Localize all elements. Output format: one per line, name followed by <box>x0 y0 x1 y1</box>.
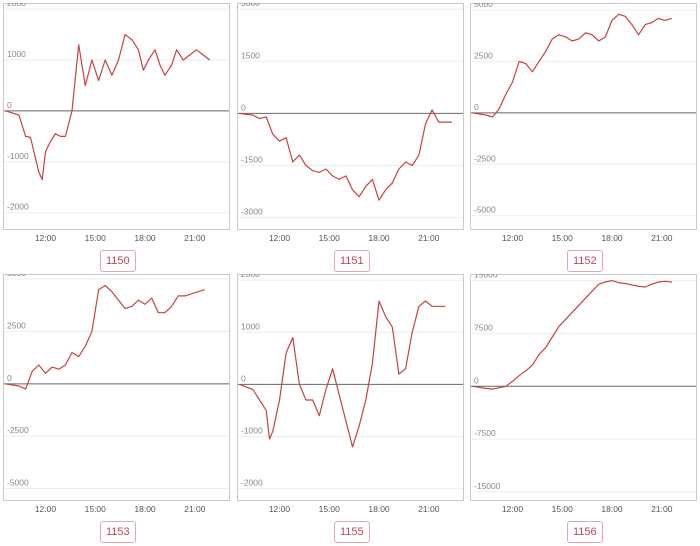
y-tick-label: 15000 <box>474 274 498 280</box>
chart-panel-1155: 2000 1000 0 -1000 -2000 12:00 15:00 18:00 21:00 1… <box>237 274 470 546</box>
x-tick-label: 21:00 <box>184 233 206 243</box>
series-line <box>239 109 452 201</box>
chart-label-badge[interactable]: 1151 <box>334 250 370 272</box>
x-tick-label: 21:00 <box>418 504 440 514</box>
chart-panel-1152: 5000 2500 0 -2500 -5000 12:00 15:00 18:00 21:00 1… <box>470 3 700 275</box>
x-tick-label: 21:00 <box>418 233 440 243</box>
chart-label-badge[interactable]: 1156 <box>567 521 603 543</box>
y-tick-label: -1500 <box>241 154 263 164</box>
x-tick-label: 12:00 <box>35 504 57 514</box>
x-tick-label: 15:00 <box>85 233 107 243</box>
y-tick-label: 7500 <box>474 322 493 332</box>
x-tick-label: 21:00 <box>184 504 206 514</box>
x-tick-label: 15:00 <box>319 504 341 514</box>
chart-svg: 5000 2500 0 -2500 -5000 12:00 15:00 18:00 21:00 <box>470 3 697 243</box>
x-tick-label: 12:00 <box>502 504 524 514</box>
x-tick-label: 15:00 <box>85 504 107 514</box>
y-tick-label: 5000 <box>7 274 26 278</box>
x-tick-label: 12:00 <box>269 233 291 243</box>
plot-frame <box>237 3 464 230</box>
series-line <box>5 284 205 390</box>
chart-panel-1150: 2000 1000 0 -1000 -2000 12:00 15:00 18:00 21:00 1… <box>3 3 236 275</box>
chart-label-badge[interactable]: 1150 <box>100 250 136 272</box>
chart-label-badge[interactable]: 1155 <box>334 521 370 543</box>
chart-label-badge[interactable]: 1153 <box>100 521 136 543</box>
plot-frame <box>3 274 230 501</box>
y-tick-label: -2500 <box>474 153 496 163</box>
series-line <box>472 279 672 390</box>
chart-svg: 3000 1500 0 -1500 -3000 12:00 15:00 18:00 21:00 <box>237 3 464 243</box>
y-tick-label: 0 <box>241 102 246 112</box>
x-tick-label: 12:00 <box>269 504 291 514</box>
y-tick-label: 3000 <box>241 3 260 8</box>
y-tick-label: -1000 <box>7 151 29 161</box>
chart-svg: 15000 7500 0 -7500 -15000 12:00 15:00 18:00 21:0… <box>470 274 697 514</box>
plot-frame <box>470 3 697 230</box>
x-tick-label: 15:00 <box>552 504 574 514</box>
y-tick-label: 2500 <box>474 51 493 61</box>
y-tick-label: -5000 <box>474 205 496 215</box>
y-tick-label: -2500 <box>7 425 29 435</box>
chart-svg: 2000 1000 0 -1000 -2000 12:00 15:00 18:00 21:00 <box>237 274 464 514</box>
y-tick-label: 0 <box>474 375 479 385</box>
y-tick-label: 5000 <box>474 3 493 9</box>
chart-svg: 2000 1000 0 -1000 -2000 12:00 15:00 18:00 21:00 <box>3 3 230 243</box>
x-tick-label: 18:00 <box>368 233 390 243</box>
y-tick-label: 1500 <box>241 50 260 60</box>
x-tick-label: 12:00 <box>502 233 524 243</box>
series-line <box>239 300 446 448</box>
y-tick-label: 0 <box>241 373 246 383</box>
x-tick-label: 18:00 <box>368 504 390 514</box>
x-tick-label: 21:00 <box>651 504 673 514</box>
y-tick-label: -7500 <box>474 428 496 438</box>
y-tick-label: 2000 <box>241 274 260 279</box>
y-tick-label: -15000 <box>474 481 501 491</box>
y-tick-label: 0 <box>7 100 12 110</box>
plot-frame <box>470 274 697 501</box>
chart-panel-1151: 3000 1500 0 -1500 -3000 12:00 15:00 18:00 21:00 1… <box>237 3 470 275</box>
y-tick-label: -2000 <box>241 478 263 488</box>
x-tick-label: 18:00 <box>134 504 156 514</box>
x-tick-label: 18:00 <box>601 233 623 243</box>
plot-frame <box>237 274 464 501</box>
chart-label-badge[interactable]: 1152 <box>567 250 603 272</box>
y-tick-label: 1000 <box>241 321 260 331</box>
x-tick-label: 18:00 <box>134 233 156 243</box>
series-line <box>472 13 672 118</box>
plot-frame <box>3 3 230 230</box>
x-tick-label: 15:00 <box>552 233 574 243</box>
x-tick-label: 18:00 <box>601 504 623 514</box>
x-tick-label: 21:00 <box>651 233 673 243</box>
y-tick-label: 0 <box>474 102 479 112</box>
y-tick-label: 0 <box>7 373 12 383</box>
y-tick-label: -3000 <box>241 207 263 217</box>
y-tick-label: -5000 <box>7 478 29 488</box>
chart-panel-1153: 5000 2500 0 -2500 -5000 12:00 15:00 18:00 21:00 1… <box>3 274 236 546</box>
y-tick-label: -2000 <box>7 202 29 212</box>
y-tick-label: -1000 <box>241 425 263 435</box>
chart-panel-1156: 15000 7500 0 -7500 -15000 12:00 15:00 18:00 21:0… <box>470 274 700 546</box>
y-tick-label: 2000 <box>7 3 26 8</box>
y-tick-label: 2500 <box>7 321 26 331</box>
y-tick-label: 1000 <box>7 49 26 59</box>
x-tick-label: 15:00 <box>319 233 341 243</box>
chart-svg: 5000 2500 0 -2500 -5000 12:00 15:00 18:00 21:00 <box>3 274 230 514</box>
series-line <box>5 33 211 181</box>
x-tick-label: 12:00 <box>35 233 57 243</box>
